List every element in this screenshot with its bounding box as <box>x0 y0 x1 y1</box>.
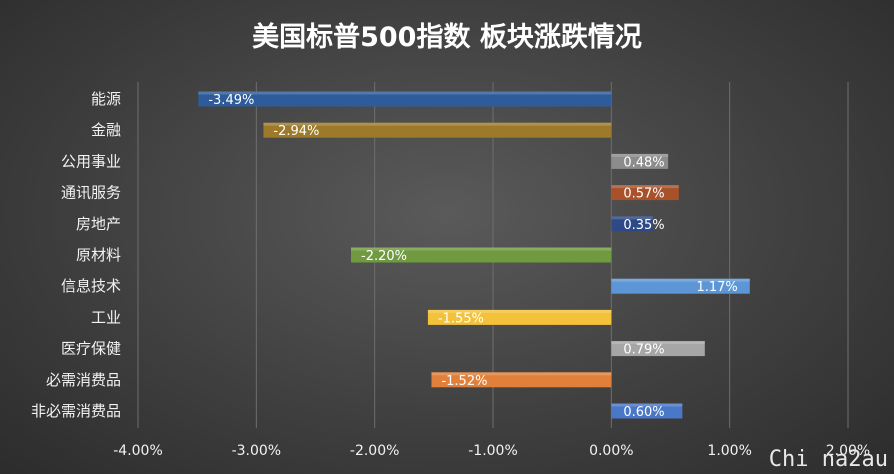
bar-highlight <box>611 185 679 189</box>
category-label: 必需消费品 <box>46 371 121 389</box>
data-label: 0.48% <box>623 155 664 170</box>
category-label: 原材料 <box>76 246 121 264</box>
bar <box>611 341 705 357</box>
bars: -3.49% -2.94% 0.48% 0.57% 0.35% -2.20% 1.17% -1… <box>198 91 750 420</box>
bar <box>611 403 683 419</box>
category-label: 金融 <box>91 121 121 139</box>
data-label: 0.35% <box>623 218 664 233</box>
watermark: Chi na2au <box>768 447 888 472</box>
bar <box>611 216 653 232</box>
data-label: -3.49% <box>208 93 254 108</box>
bar-highlight <box>611 403 683 407</box>
x-tick-label: -4.00% <box>113 443 163 459</box>
bar-highlight <box>431 372 612 376</box>
x-axis-tick-labels: -4.00% -3.00% -2.00% -1.00% 0.00% 1.00% 2.00% <box>113 443 870 459</box>
data-label: 0.60% <box>623 405 664 420</box>
category-label: 工业 <box>91 308 121 326</box>
category-label: 能源 <box>91 90 121 108</box>
bar <box>427 309 612 325</box>
bar-highlight <box>351 247 612 251</box>
bar-highlight <box>611 341 705 345</box>
category-label: 非必需消费品 <box>31 402 121 420</box>
bar-highlight <box>263 122 612 126</box>
bar <box>611 153 669 169</box>
bar <box>611 185 679 201</box>
bar <box>351 247 612 263</box>
chart-title: 美国标普500指数 板块涨跌情况 <box>252 21 642 53</box>
category-label: 通讯服务 <box>61 184 121 202</box>
x-tick-label: -3.00% <box>232 443 282 459</box>
data-label: 1.17% <box>696 280 737 295</box>
data-label: -1.52% <box>441 374 487 389</box>
category-label: 公用事业 <box>61 152 121 170</box>
bar <box>431 372 612 388</box>
data-label: -1.55% <box>438 311 484 326</box>
x-tick-label: 0.00% <box>589 443 633 459</box>
x-tick-label: 2.00% <box>826 443 870 459</box>
x-tick-label: -1.00% <box>468 443 518 459</box>
data-label: -2.94% <box>273 124 319 139</box>
category-label: 医疗保健 <box>61 340 121 358</box>
x-tick-label: -2.00% <box>350 443 400 459</box>
data-label: -2.20% <box>361 249 407 264</box>
data-label: 0.79% <box>623 343 664 358</box>
category-label: 信息技术 <box>61 277 121 295</box>
bar-highlight <box>427 309 612 313</box>
category-label: 房地产 <box>76 215 121 233</box>
bar-highlight <box>611 153 669 157</box>
bar-highlight <box>198 91 612 95</box>
bar <box>198 91 612 107</box>
data-label: 0.57% <box>623 187 664 202</box>
bar-highlight <box>611 278 750 282</box>
bar <box>611 278 750 294</box>
bar <box>263 122 612 138</box>
x-tick-label: 1.00% <box>707 443 751 459</box>
bar-highlight <box>611 216 653 220</box>
